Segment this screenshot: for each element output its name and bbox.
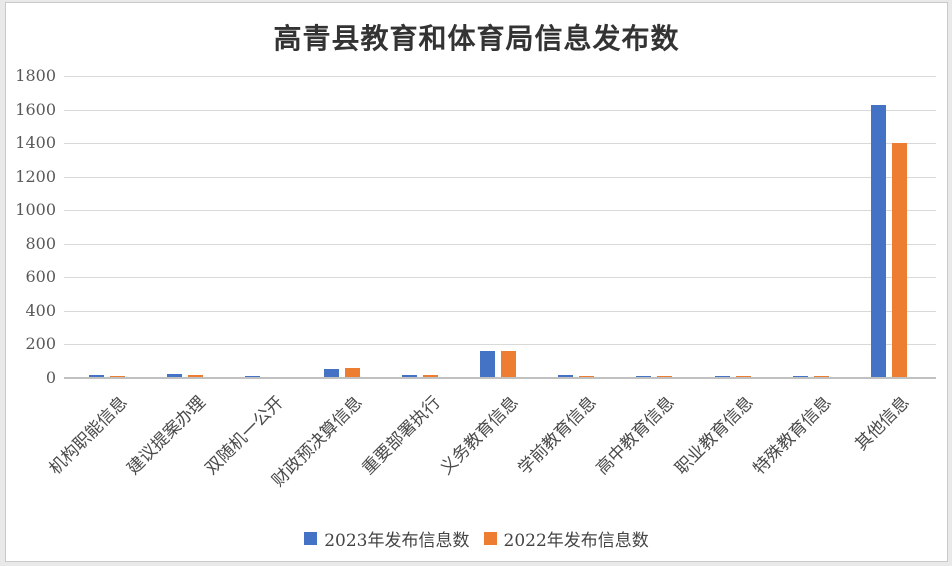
bar-2023年发布信息数-义务教育信息 [480,351,495,378]
bar-2022年发布信息数-高中教育信息 [657,375,673,378]
bar-2023年发布信息数-建议提案办理 [167,374,183,378]
bar-2023年发布信息数-双随机一公开 [245,375,261,378]
x-tick-label-双随机一公开: 双随机一公开 [201,392,289,479]
gridline-800 [64,243,936,245]
y-tick-label: 1600 [15,99,56,119]
bar-2023年发布信息数-职业教育信息 [714,375,730,378]
bar-2023年发布信息数-重要部署执行 [401,374,417,378]
plot-area: 0 200 400 600 800 1000 1200 1400 1600 1800 机构职能信息… [6,3,947,561]
x-tick-label-其他信息: 其他信息 [851,392,914,455]
y-tick-label: 600 [25,267,56,287]
x-tick-label-学前教育信息: 学前教育信息 [514,392,601,479]
legend-item-2023年发布信息数: 2023年发布信息数 [304,526,470,551]
gridline-1000 [64,210,936,212]
x-tick-label-义务教育信息: 义务教育信息 [436,392,523,479]
gridline-400 [64,310,936,312]
y-tick-label: 1200 [15,166,56,186]
x-tick-label-特殊教育信息: 特殊教育信息 [749,392,836,479]
legend-item-2022年发布信息数: 2022年发布信息数 [483,526,649,551]
bar-2022年发布信息数-重要部署执行 [422,375,438,378]
y-tick-label: 200 [25,334,56,354]
gridline-1800 [64,76,936,77]
gridline-1600 [64,109,936,111]
legend-swatch-icon [304,532,318,545]
bar-2022年发布信息数-义务教育信息 [501,351,516,378]
bar-2023年发布信息数-特殊教育信息 [792,375,808,378]
y-tick-label: 1000 [15,200,56,220]
x-axis-line [64,377,936,379]
chart-title: 高青县教育和体育局信息发布数 [273,22,680,55]
gridline-600 [64,277,936,279]
bar-2023年发布信息数-高中教育信息 [636,375,652,378]
bar-2023年发布信息数-机构职能信息 [89,374,105,378]
bar-2022年发布信息数-职业教育信息 [735,375,751,378]
legend: 2023年发布信息数 2022年发布信息数 [6,526,947,551]
bar-2023年发布信息数-财政预决算信息 [323,368,339,378]
x-tick-label-机构职能信息: 机构职能信息 [45,392,132,479]
bar-2022年发布信息数-财政预决算信息 [344,368,360,378]
legend-swatch-icon [483,532,497,545]
x-tick-label-重要部署执行: 重要部署执行 [358,392,445,479]
bar-2022年发布信息数-其他信息 [891,143,907,378]
gridline-200 [64,344,936,346]
x-tick-label-职业教育信息: 职业教育信息 [670,392,758,479]
legend-label: 2022年发布信息数 [503,531,649,551]
gridline-1200 [64,176,936,178]
bar-2023年发布信息数-其他信息 [870,104,886,378]
bar-2022年发布信息数-特殊教育信息 [813,375,829,378]
legend-label: 2023年发布信息数 [324,531,470,551]
y-tick-label: 0 [45,368,56,387]
y-tick-label: 400 [25,300,56,320]
y-tick-label: 1400 [15,133,56,153]
x-tick-label-建议提案办理: 建议提案办理 [123,392,210,479]
chart-card: 高青县教育和体育局信息发布数 0 200 400 600 800 1000 1200 1400… [5,2,948,562]
y-tick-label: 1800 [15,66,56,85]
gridline-1400 [64,143,936,145]
bar-2022年发布信息数-建议提案办理 [188,375,204,378]
bar-2023年发布信息数-学前教育信息 [558,374,574,378]
x-tick-label-高中教育信息: 高中教育信息 [592,392,680,479]
y-tick-label: 800 [25,233,56,253]
